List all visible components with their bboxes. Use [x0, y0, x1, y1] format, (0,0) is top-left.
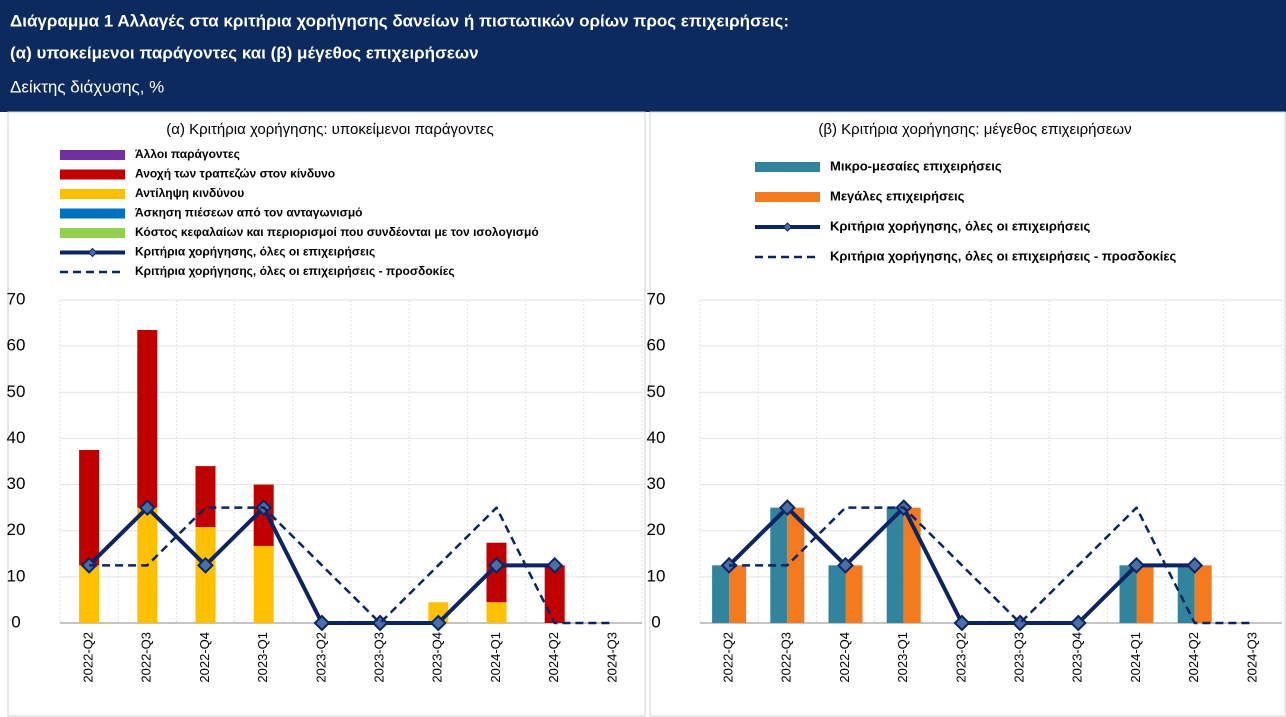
x-tick-label: 2024-Q1 — [488, 632, 503, 683]
legend-label: Κριτήρια χορήγησης, όλες οι επιχειρήσεις… — [830, 248, 1177, 263]
legend-swatch — [60, 189, 125, 199]
line-series — [729, 506, 1253, 625]
x-tick-label: 2023-Q2 — [313, 632, 328, 683]
legend-swatch — [60, 150, 125, 160]
y-tick-label: 20 — [647, 520, 666, 539]
bar — [729, 565, 747, 623]
line-marker — [488, 556, 505, 574]
line-marker — [313, 614, 331, 632]
bar — [1136, 565, 1154, 623]
line-marker — [138, 499, 156, 517]
y-tick-label: 30 — [7, 474, 26, 493]
bar-segment — [79, 565, 100, 623]
legend-swatch — [60, 228, 125, 238]
x-tick-label: 2022-Q3 — [779, 632, 794, 683]
line-marker — [953, 614, 971, 632]
legend-label: Μεγάλες επιχειρήσεις — [830, 188, 965, 203]
x-tick-label: 2024-Q1 — [1128, 632, 1143, 683]
y-tick-label: 0 — [11, 612, 20, 631]
legend-label: Κριτήρια χορήγησης, όλες οι επιχειρήσεις — [830, 218, 1091, 233]
y-tick-label: 60 — [7, 336, 26, 355]
line-marker — [429, 614, 447, 632]
header-band — [0, 0, 1286, 112]
y-tick-label: 10 — [7, 566, 26, 585]
line-marker — [1069, 614, 1087, 632]
bar-segment — [195, 466, 216, 528]
header-subtitle: Δείκτης διάχυσης, % — [10, 77, 164, 96]
line-marker — [1186, 556, 1204, 574]
y-tick-label: 60 — [647, 336, 666, 355]
line-marker — [1128, 556, 1145, 574]
y-tick-label: 10 — [647, 566, 666, 585]
legend-label: Κριτήρια χορήγησης, όλες οι επιχειρήσεις — [135, 245, 375, 259]
line-marker — [837, 556, 854, 574]
y-tick-label: 40 — [7, 428, 26, 447]
panel-frame — [649, 111, 1286, 717]
x-tick-label: 2022-Q2 — [721, 632, 736, 683]
bar — [845, 565, 863, 623]
y-tick-label: 20 — [7, 520, 26, 539]
y-tick-label: 50 — [647, 382, 666, 401]
bar-segment — [253, 545, 274, 623]
chart-title: (β) Κριτήρια χορήγησης: μέγεθος επιχειρή… — [818, 121, 1131, 138]
y-tick-label: 0 — [651, 612, 660, 631]
legend-label: Κόστος κεφαλαίων και περιορισμοί που συν… — [135, 225, 539, 239]
bar-segment — [544, 565, 565, 623]
legend-label: Άλλοι παράγοντες — [135, 147, 240, 161]
x-tick-label: 2024-Q2 — [1186, 632, 1201, 683]
legend-label: Αντίληψη κινδύνου — [135, 186, 244, 200]
y-tick-label: 70 — [647, 289, 666, 308]
legend-swatch — [755, 192, 820, 202]
legend-swatch — [60, 169, 125, 180]
legend-label: Άσκηση πιέσεων από τον ανταγωνισμό — [135, 206, 363, 220]
legend-swatch — [60, 208, 125, 219]
legend-label: Ανοχή των τραπεζών στον κίνδυνο — [135, 167, 335, 181]
bar — [886, 507, 904, 623]
line-marker — [778, 499, 796, 517]
bar — [712, 565, 730, 623]
chart-title: (α) Κριτήρια χορήγησης: υποκείμενοι παρά… — [166, 121, 493, 138]
panel-frame — [7, 111, 646, 717]
x-tick-label: 2022-Q4 — [837, 632, 852, 683]
bar — [770, 507, 788, 623]
x-tick-label: 2023-Q4 — [430, 632, 445, 683]
legend-marker — [87, 247, 98, 258]
x-tick-label: 2023-Q2 — [953, 632, 968, 683]
y-tick-label: 50 — [7, 382, 26, 401]
x-tick-label: 2024-Q3 — [604, 632, 619, 683]
line-series — [89, 506, 613, 625]
x-tick-label: 2023-Q1 — [255, 632, 270, 683]
bar-segment — [486, 602, 507, 623]
y-tick-label: 40 — [647, 428, 666, 447]
bar — [828, 565, 846, 623]
bar — [1177, 565, 1195, 623]
x-tick-label: 2023-Q3 — [1012, 632, 1027, 683]
legend-marker — [782, 222, 793, 232]
x-tick-label: 2022-Q2 — [81, 632, 96, 683]
x-tick-label: 2024-Q2 — [546, 632, 561, 683]
x-tick-label: 2023-Q3 — [372, 632, 387, 683]
legend-label: Μικρο-μεσαίες επιχειρήσεις — [830, 158, 1002, 173]
x-tick-label: 2023-Q1 — [895, 632, 910, 683]
bar — [1194, 565, 1212, 623]
line-marker — [546, 556, 564, 574]
line-marker — [197, 556, 214, 574]
bar-segment — [195, 527, 216, 623]
legend-swatch — [755, 162, 820, 172]
x-tick-label: 2023-Q4 — [1070, 632, 1085, 683]
header-title: Διάγραμμα 1 Αλλαγές στα κριτήρια χορήγησ… — [10, 11, 789, 30]
y-tick-label: 70 — [7, 289, 26, 308]
bar-segment — [79, 449, 100, 566]
x-tick-label: 2022-Q4 — [197, 632, 212, 683]
y-tick-label: 30 — [647, 474, 666, 493]
bar-segment — [137, 329, 158, 508]
bar — [787, 507, 805, 623]
x-tick-label: 2024-Q3 — [1244, 632, 1259, 683]
header-title: (α) υποκείμενοι παράγοντες και (β) μέγεθ… — [10, 43, 479, 62]
x-tick-label: 2022-Q3 — [139, 632, 154, 683]
legend-label: Κριτήρια χορήγησης, όλες οι επιχειρήσεις… — [135, 264, 455, 278]
